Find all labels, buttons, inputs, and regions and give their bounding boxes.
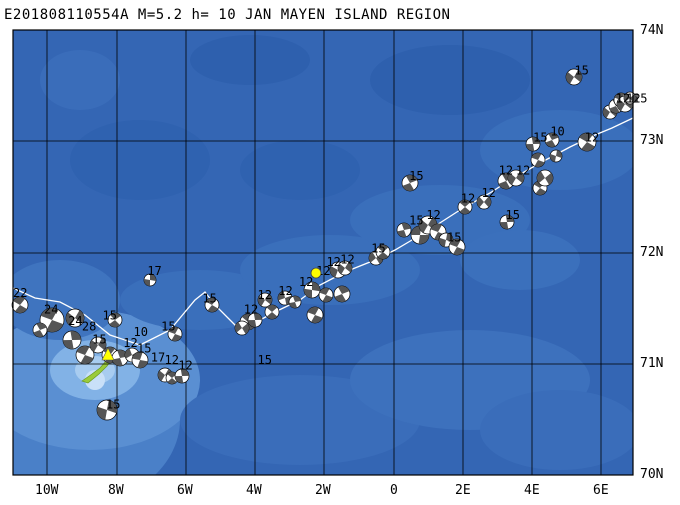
depth-label: 12 bbox=[340, 253, 354, 267]
lon-label-6e: 6E bbox=[593, 483, 609, 498]
map-title: E201808110554A M=5.2 h= 10 JAN MAYEN ISL… bbox=[4, 7, 451, 23]
depth-label: 15 bbox=[92, 333, 106, 347]
depth-label: 12 bbox=[178, 358, 192, 372]
beachball bbox=[204, 297, 220, 313]
beachball bbox=[257, 292, 273, 308]
beachball bbox=[303, 281, 321, 299]
depth-label: 12 bbox=[165, 353, 179, 367]
beachball bbox=[375, 244, 391, 260]
lat-label-72n: 72N bbox=[640, 245, 664, 260]
beachball bbox=[174, 368, 190, 384]
depth-label: 10 bbox=[550, 125, 564, 139]
beachball bbox=[544, 132, 560, 148]
lon-label-4w: 4W bbox=[246, 483, 262, 498]
focal-mechanisms bbox=[11, 68, 637, 421]
beachball bbox=[264, 304, 280, 320]
beachball bbox=[131, 351, 149, 369]
beachball bbox=[65, 308, 85, 328]
beachball bbox=[565, 68, 583, 86]
depth-label: 12 bbox=[123, 336, 137, 350]
depth-label: 12 bbox=[426, 208, 440, 222]
beachball bbox=[525, 136, 541, 152]
depth-label: 12 bbox=[258, 288, 272, 302]
lon-label-8w: 8W bbox=[108, 483, 124, 498]
beachball bbox=[75, 345, 95, 365]
lon-label-2w: 2W bbox=[315, 483, 331, 498]
depth-label: 12 bbox=[516, 164, 530, 178]
depth-label: 12 bbox=[585, 130, 599, 144]
depth-label: 12 bbox=[278, 284, 292, 298]
depth-label: 15 bbox=[106, 397, 120, 411]
beachball bbox=[89, 336, 107, 354]
beachball bbox=[448, 238, 466, 256]
depth-label: 15 bbox=[371, 242, 385, 256]
beachball bbox=[96, 399, 118, 421]
beachball bbox=[62, 330, 82, 350]
lon-label-4e: 4E bbox=[524, 483, 540, 498]
epicenter-marker bbox=[310, 267, 322, 279]
lon-label-10w: 10W bbox=[35, 483, 59, 498]
volcano-marker bbox=[101, 347, 115, 361]
beachball bbox=[476, 194, 492, 210]
depth-label: 12 bbox=[461, 191, 475, 205]
depth-label: 17 bbox=[147, 264, 161, 278]
beachball bbox=[337, 260, 353, 276]
beachball bbox=[507, 169, 525, 187]
depth-label: 15 bbox=[258, 353, 272, 367]
depth-label: 12 bbox=[616, 91, 630, 105]
map-frame bbox=[12, 29, 634, 476]
lat-label-73n: 73N bbox=[640, 133, 664, 148]
beachball bbox=[107, 312, 123, 328]
lon-label-6w: 6W bbox=[177, 483, 193, 498]
depth-label: 12 bbox=[244, 303, 258, 317]
beachball bbox=[577, 132, 597, 152]
depth-label: 15 bbox=[533, 130, 547, 144]
beachball bbox=[396, 222, 412, 238]
beachball bbox=[167, 326, 183, 342]
depth-label: 28 bbox=[82, 319, 96, 333]
depth-label: 24 bbox=[44, 303, 58, 317]
beachball bbox=[530, 152, 546, 168]
depth-label: 15 bbox=[447, 230, 461, 244]
depth-label: 15 bbox=[409, 169, 423, 183]
depth-label: 15 bbox=[103, 308, 117, 322]
beachball bbox=[32, 322, 48, 338]
depth-label: 12 bbox=[481, 186, 495, 200]
beachball bbox=[457, 199, 473, 215]
beachball bbox=[318, 287, 334, 303]
lon-label-2e: 2E bbox=[455, 483, 471, 498]
depth-label: 12 bbox=[299, 275, 313, 289]
beachball bbox=[143, 273, 157, 287]
depth-label: 10 bbox=[134, 325, 148, 339]
beachball bbox=[306, 306, 324, 324]
depth-label: 12 bbox=[499, 164, 513, 178]
depth-label: 22 bbox=[13, 286, 27, 300]
depth-label: 12 bbox=[326, 255, 340, 269]
depth-label: 17 bbox=[151, 351, 165, 365]
beachball bbox=[234, 320, 250, 336]
lat-label-70n: 70N bbox=[640, 467, 664, 482]
beachball bbox=[549, 149, 563, 163]
depth-label: 15 bbox=[506, 208, 520, 222]
beachball bbox=[247, 312, 263, 328]
depth-label: 15 bbox=[161, 319, 175, 333]
beachball bbox=[288, 295, 302, 309]
depth-label: 15 bbox=[137, 342, 151, 356]
depth-label: 15 bbox=[574, 64, 588, 78]
lon-label-0: 0 bbox=[390, 483, 398, 498]
depth-label: 24 bbox=[68, 314, 82, 328]
beachball bbox=[11, 296, 29, 314]
beachball bbox=[499, 214, 515, 230]
beachball bbox=[536, 169, 554, 187]
beachball bbox=[333, 285, 351, 303]
lat-label-71n: 71N bbox=[640, 356, 664, 371]
depth-label: 15 bbox=[202, 292, 216, 306]
depth-label: 15 bbox=[409, 214, 423, 228]
beachball bbox=[401, 174, 419, 192]
lat-label-74n: 74N bbox=[640, 23, 664, 38]
depth-label: 15 bbox=[633, 91, 647, 105]
